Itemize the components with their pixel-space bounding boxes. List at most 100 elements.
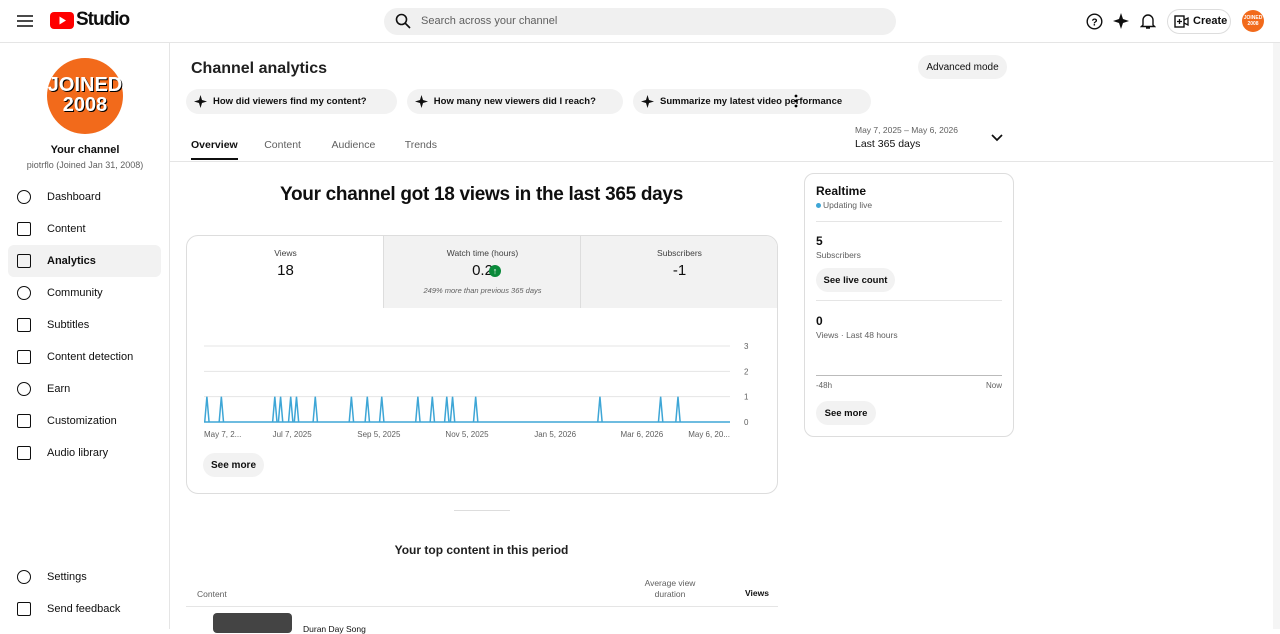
nav-icon[interactable]: [17, 318, 31, 332]
create-label[interactable]: Create: [1193, 15, 1228, 27]
live-dot: [816, 203, 821, 208]
views-label: Views · Last 48 hours: [816, 330, 898, 340]
nav-item[interactable]: Subtitles: [47, 319, 90, 331]
data-spike: [218, 396, 225, 423]
svg-text:?: ?: [1091, 18, 1097, 29]
nav-item[interactable]: Customization: [47, 415, 117, 427]
live-count-button[interactable]: See live count: [816, 268, 895, 292]
nav-icon[interactable]: [17, 602, 31, 616]
help-icon[interactable]: ?: [1086, 13, 1103, 30]
video-title[interactable]: Duran Day Song: [303, 624, 366, 634]
channel-avatar[interactable]: JOINED 2008: [47, 58, 123, 134]
nav-item[interactable]: Content detection: [47, 351, 134, 363]
data-spike: [203, 396, 210, 423]
scrollbar: [1273, 43, 1280, 629]
y-tick-label: 3: [744, 342, 749, 351]
more-icon[interactable]: [790, 93, 802, 109]
trend-up-icon: ↑: [489, 265, 501, 277]
data-spike: [271, 396, 278, 423]
see-more-button[interactable]: See more: [203, 453, 264, 477]
video-thumbnail[interactable]: [213, 613, 292, 633]
realtime-axis: [816, 375, 1002, 376]
metric-value: -1: [672, 262, 687, 279]
nav-icon[interactable]: [17, 286, 31, 300]
data-spike: [597, 396, 603, 423]
notifications-icon[interactable]: [1140, 12, 1156, 30]
nav-item[interactable]: Send feedback: [47, 603, 121, 615]
search-box[interactable]: [384, 8, 896, 35]
column-header: Views: [745, 588, 769, 598]
realtime-axis-label: -48h: [816, 381, 833, 390]
top-bar: [0, 0, 1280, 43]
views-count: 0: [816, 314, 823, 328]
avatar-text: 2008: [1247, 21, 1259, 27]
nav-icon[interactable]: [17, 446, 31, 460]
x-tick-label: May 6, 20...: [688, 430, 730, 439]
data-spike: [364, 396, 371, 423]
subscriber-label: Subscribers: [816, 250, 861, 260]
nav-item[interactable]: Community: [47, 287, 103, 299]
tab[interactable]: Content: [264, 139, 301, 151]
nav-icon[interactable]: [17, 414, 31, 428]
nav-item[interactable]: Settings: [47, 571, 87, 583]
nav-item[interactable]: Content: [47, 223, 86, 235]
search-placeholder: Search across your channel: [421, 15, 558, 27]
create-button[interactable]: [1167, 9, 1231, 34]
data-spike: [449, 396, 456, 423]
nav-icon[interactable]: [17, 254, 31, 268]
account-avatar[interactable]: JOINED 2008: [1242, 10, 1264, 32]
prompt-chip[interactable]: [406, 89, 623, 114]
data-spike: [675, 396, 681, 423]
advanced-mode-button[interactable]: Advanced mode: [918, 55, 1007, 79]
metric-value: 0.2: [472, 262, 493, 279]
headline: Your channel got 18 views in the last 36…: [280, 184, 683, 205]
date-range[interactable]: May 7, 2025 – May 6, 2026: [855, 125, 959, 135]
prompt-chip[interactable]: [186, 89, 397, 114]
data-spike: [443, 396, 450, 423]
column-header: Average view duration: [644, 578, 696, 599]
tab[interactable]: Trends: [404, 139, 437, 151]
tab[interactable]: Overview: [191, 139, 238, 151]
metric-note: 249% more than previous 365 days: [423, 286, 542, 295]
nav-icon[interactable]: [17, 350, 31, 364]
realtime-status: Updating live: [823, 200, 873, 210]
logo-text[interactable]: Studio: [76, 9, 130, 30]
nav-icon[interactable]: [17, 190, 31, 204]
divider: [816, 221, 1002, 222]
nav-icon[interactable]: [17, 570, 31, 584]
date-label[interactable]: Last 365 days: [855, 138, 921, 150]
data-spike: [472, 396, 479, 423]
tab[interactable]: Audience: [331, 139, 376, 151]
sparkle-icon: [194, 95, 207, 108]
overview-card: Views 18 Watch time (hours) 0.2 249% more th…: [186, 235, 778, 494]
column-header: Content: [197, 589, 227, 599]
divider: [816, 300, 1002, 301]
subscriber-count: 5: [816, 234, 823, 248]
divider: [186, 606, 778, 607]
menu-icon[interactable]: [16, 13, 34, 29]
logo-icon[interactable]: [50, 12, 74, 29]
sparkle-icon: [414, 95, 428, 108]
prompt-text[interactable]: Summarize my latest video performance: [660, 96, 843, 107]
create-icon: [1174, 15, 1189, 28]
ai-icon[interactable]: [1113, 13, 1129, 29]
prompt-chip[interactable]: [633, 89, 871, 114]
data-spike: [312, 396, 319, 423]
data-spike: [287, 396, 294, 423]
sparkle-icon: [641, 95, 654, 108]
nav-item[interactable]: Analytics: [47, 255, 96, 267]
data-spike: [414, 396, 421, 423]
x-tick-label: Mar 6, 2026: [621, 430, 664, 439]
nav-item[interactable]: Audio library: [47, 447, 109, 459]
nav-icon[interactable]: [17, 222, 31, 236]
nav-highlight: [8, 245, 161, 277]
nav-item[interactable]: Dashboard: [47, 191, 101, 203]
prompt-text[interactable]: How did viewers find my content?: [213, 96, 367, 107]
nav-icon[interactable]: [17, 382, 31, 396]
nav-item[interactable]: Earn: [47, 383, 71, 395]
channel-handle: piotrflo (Joined Jan 31, 2008): [26, 160, 144, 170]
dropdown-icon[interactable]: [991, 133, 1003, 142]
prompt-text[interactable]: How many new viewers did I reach?: [433, 96, 596, 107]
see-more-button[interactable]: See more: [816, 401, 876, 425]
divider: [383, 236, 384, 308]
